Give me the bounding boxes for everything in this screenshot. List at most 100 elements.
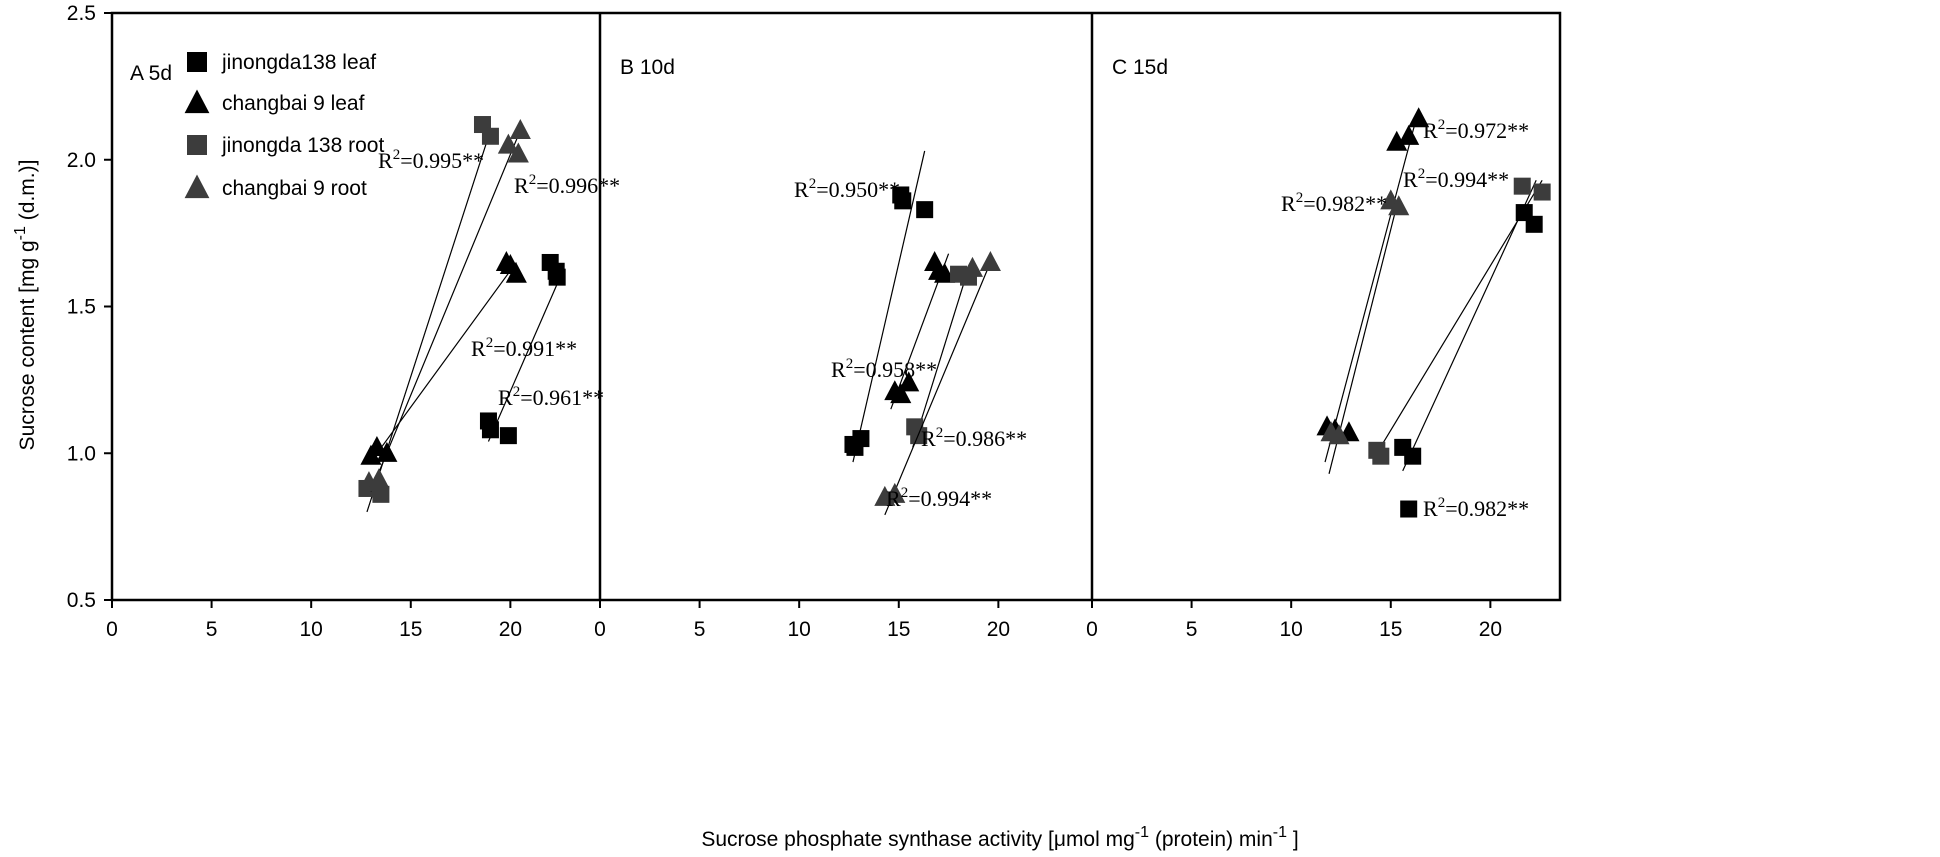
legend-marker (187, 135, 207, 155)
y-tick-label: 0.5 (67, 589, 96, 612)
legend-item: changbai 9 leaf (184, 89, 365, 115)
x-tick-label: 5 (206, 618, 218, 641)
x-tick-label: 10 (1280, 618, 1303, 641)
data-point (1533, 183, 1551, 201)
panel-label: A 5d (130, 62, 172, 85)
data-point (1400, 500, 1418, 518)
r2-superscript: 2 (1418, 166, 1426, 182)
data-point (979, 251, 1001, 272)
r2-label: R2=0.982** (1281, 190, 1387, 216)
series-jinongda138-leaf (844, 150, 934, 463)
data-point (481, 421, 499, 439)
series-changbai-9-leaf (884, 251, 956, 410)
legend: jinongda138 leaf changbai 9 leaf jinongda … (184, 51, 384, 200)
x-axis-title: Sucrose phosphate synthase activity [μmo… (701, 824, 1298, 851)
axis-title-text: Sucrose phosphate synthase activity [μmo… (701, 828, 1134, 851)
data-point (507, 142, 529, 163)
r2-label: R2=0.994** (1403, 166, 1509, 192)
r2-label: R2=0.982** (1423, 495, 1529, 521)
r2-superscript: 2 (513, 384, 521, 400)
data-point (1404, 447, 1422, 465)
data-point (1398, 124, 1420, 145)
x-tick-label: 10 (788, 618, 811, 641)
r2-value: =0.994** (908, 486, 992, 511)
r2-label: R2=0.972** (1423, 117, 1529, 143)
legend-marker (187, 52, 207, 72)
x-tick-label: 20 (1479, 618, 1502, 641)
r2-value: =0.961** (520, 385, 604, 410)
x-tick-label: 15 (399, 618, 422, 641)
x-tick-label: 0 (594, 618, 606, 641)
fit-line (912, 268, 970, 448)
data-point (505, 262, 527, 283)
r2-value: =0.972** (1445, 118, 1529, 143)
r2-superscript: 2 (809, 176, 817, 192)
data-point (1408, 107, 1430, 128)
axis-title-text: (protein) min (1155, 828, 1273, 851)
r2-superscript: 2 (846, 356, 854, 372)
legend-label: changbai 9 leaf (222, 92, 365, 115)
r2-value: =0.991** (493, 336, 577, 361)
r2-label: R2=0.995** (378, 147, 484, 173)
x-tick-label: 20 (987, 618, 1010, 641)
data-point (509, 118, 531, 139)
axis-title-text: ] (1293, 828, 1299, 851)
r2-value: =0.982** (1445, 496, 1529, 521)
legend-item: jinongda138 leaf (187, 51, 376, 74)
x-tick-label: 20 (499, 618, 522, 641)
axis-title-superscript: -1 (1273, 824, 1287, 841)
series-jinongda138-leaf (479, 253, 566, 445)
fit-line (852, 150, 926, 463)
r2-value: =0.958** (853, 357, 937, 382)
series-changbai-9-root (1320, 189, 1410, 474)
data-point (884, 482, 906, 503)
r2-label: R2=0.950** (794, 176, 900, 202)
x-tick-label: 5 (694, 618, 706, 641)
legend-label: changbai 9 root (222, 177, 367, 200)
r2-superscript: 2 (936, 425, 944, 441)
panel-1: R2=0.961** R2=0.991** R2=0.995** R2=0.996**… (130, 62, 620, 513)
x-tick-label: 15 (1379, 618, 1402, 641)
r2-superscript: 2 (1438, 117, 1446, 133)
data-point (1386, 130, 1408, 151)
data-point (894, 192, 912, 210)
panel-label: C 15d (1112, 56, 1168, 79)
data-point (1328, 424, 1350, 445)
y-axis-title: Sucrose content [mg g-1 (d.m.)] (12, 160, 39, 451)
series-jinongda-138-root (358, 116, 499, 513)
legend-item: jinongda 138 root (187, 134, 384, 157)
data-point (548, 268, 566, 286)
r2-value: =0.994** (1425, 167, 1509, 192)
axis-title-superscript: -1 (1135, 824, 1149, 841)
x-tick-label: 0 (1086, 618, 1098, 641)
data-point (1513, 177, 1531, 195)
data-point (1525, 215, 1543, 233)
axes: 0.5 1.0 1.5 2.0 2.5 0 5 10 15 20 0 5 10 15 20 0 5 10 15 20 (67, 2, 1562, 641)
panel-2: R2=0.950** R2=0.958** R2=0.986** R2=0.994**… (620, 56, 1027, 516)
data-point (852, 430, 870, 448)
axis-title-text: (d.m.)] (16, 160, 39, 221)
data-point (910, 427, 928, 445)
series-changbai-9-root (358, 118, 531, 492)
r2-label: R2=0.958** (831, 356, 937, 382)
x-tick-label: 10 (300, 618, 323, 641)
series-changbai-9-root (874, 251, 1001, 516)
y-tick-label: 1.5 (67, 296, 96, 319)
x-tick-label: 5 (1186, 618, 1198, 641)
x-tick-label: 0 (106, 618, 118, 641)
data-point (890, 383, 912, 404)
r2-label: R2=0.996** (514, 172, 620, 198)
data-point (961, 256, 984, 277)
r2-value: =0.986** (943, 426, 1027, 451)
fit-line (366, 130, 492, 513)
r2-value: =0.996** (536, 173, 620, 198)
legend-marker (184, 89, 210, 114)
fit-line (487, 276, 561, 442)
y-tick-label: 2.0 (67, 149, 96, 172)
data-point (499, 427, 517, 445)
panel-3: R2=0.982** R2=0.972** R2=0.994** R2=0.982**… (1112, 56, 1551, 521)
data-point (1388, 195, 1410, 216)
data-point (1372, 447, 1390, 465)
r2-value: =0.982** (1303, 191, 1387, 216)
